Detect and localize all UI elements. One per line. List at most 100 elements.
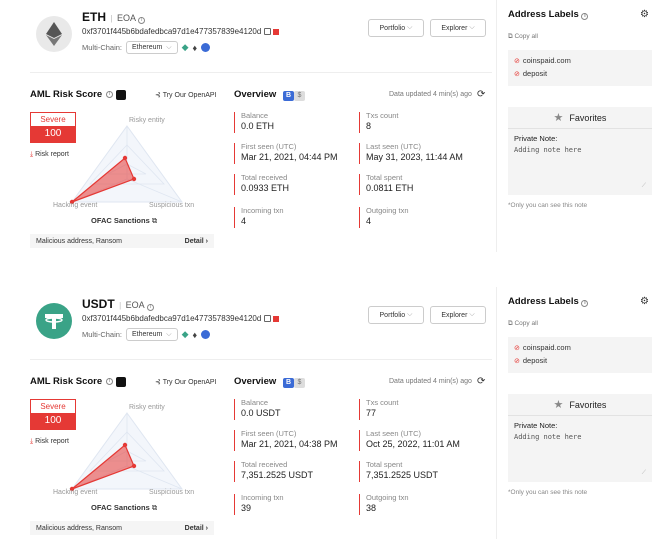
download-icon: ⤓ bbox=[30, 438, 34, 445]
chain-select[interactable]: Ethereum ⌵ bbox=[126, 328, 178, 341]
radar-point-hacking bbox=[70, 486, 75, 492]
detail-link[interactable]: Detail › bbox=[184, 524, 208, 532]
copy-icon[interactable] bbox=[263, 315, 271, 323]
address-panel: ETH | EOA i 0xf3701f445b6bdafedbca97d1e4… bbox=[0, 0, 659, 262]
copy-all-button[interactable]: ⧉ Copy all bbox=[508, 33, 538, 41]
info-icon[interactable]: i bbox=[146, 304, 154, 311]
stat-balance: Balance 0.0 ETH bbox=[234, 111, 274, 133]
malicious-bar[interactable]: Malicious address, Ransom Detail › bbox=[30, 234, 214, 248]
ofac-label: OFAC Sanctions bbox=[91, 216, 150, 225]
copy-all-button[interactable]: ⧉ Copy all bbox=[508, 320, 538, 328]
stat-value: 38 bbox=[366, 503, 377, 513]
private-note-input[interactable]: Adding note here bbox=[514, 433, 582, 441]
stat-label: Outgoing txn bbox=[366, 493, 409, 502]
favorites-button[interactable]: ★ Favorites bbox=[508, 394, 652, 416]
radar-risk-area bbox=[71, 157, 135, 203]
info-icon[interactable]: i bbox=[106, 91, 113, 98]
ofac-sanctions-link[interactable]: OFAC Sanctions ⧉ bbox=[91, 216, 157, 226]
openapi-icon: ⊰ bbox=[155, 92, 161, 99]
radar-label-suspicious: Suspicious txn bbox=[149, 489, 195, 496]
star-icon: ★ bbox=[553, 112, 564, 124]
info-icon[interactable]: i bbox=[106, 378, 113, 385]
label-item[interactable]: ⊘ deposit bbox=[514, 354, 646, 367]
openapi-link[interactable]: ⊰ Try Our OpenAPI bbox=[155, 91, 217, 99]
resize-handle-icon[interactable]: ⟋ bbox=[641, 470, 646, 476]
explorer-button-label: Explorer bbox=[441, 24, 468, 32]
label-item[interactable]: ⊘ coinspaid.com bbox=[514, 54, 646, 67]
chain-select[interactable]: Ethereum ⌵ bbox=[126, 41, 178, 54]
favorites-button[interactable]: ★ Favorites bbox=[508, 107, 652, 129]
chevron-down-icon: ⌵ bbox=[166, 330, 172, 338]
stat-value: 39 bbox=[241, 503, 252, 513]
info-icon[interactable]: i bbox=[138, 17, 146, 24]
favorites-label: Favorites bbox=[569, 399, 607, 410]
radar-label-hacking: Hacking event bbox=[53, 202, 98, 209]
explorer-button[interactable]: Explorer ⌵ bbox=[430, 306, 486, 324]
stat-total-spent: Total spent 0.0811 ETH bbox=[359, 173, 413, 195]
column-divider bbox=[496, 0, 497, 252]
settings-icon[interactable]: ⚙ bbox=[640, 9, 649, 20]
risk-radar-chart bbox=[70, 412, 183, 492]
gem-icon[interactable]: ◆ bbox=[181, 42, 189, 52]
divider bbox=[30, 72, 492, 73]
chevron-down-icon: ⌵ bbox=[166, 43, 172, 51]
stat-value: 8 bbox=[366, 121, 372, 131]
btc-unit-toggle[interactable]: B bbox=[283, 378, 294, 388]
settings-icon[interactable]: ⚙ bbox=[640, 296, 649, 307]
address-labels-title-text: Address Labels bbox=[508, 9, 579, 20]
gem-icon[interactable]: ◆ bbox=[181, 329, 189, 339]
updated-text: Data updated 4 min(s) ago bbox=[389, 91, 472, 98]
ofac-label: OFAC Sanctions bbox=[91, 503, 150, 512]
stat-label: Outgoing txn bbox=[366, 206, 409, 215]
radar-label-suspicious: Suspicious txn bbox=[149, 202, 195, 209]
address-labels-title: Address Labels i bbox=[508, 296, 589, 307]
ai-icon[interactable] bbox=[116, 377, 126, 387]
resize-handle-icon[interactable]: ⟋ bbox=[641, 183, 646, 189]
btc-unit-toggle[interactable]: B bbox=[283, 91, 294, 101]
eth-icon[interactable]: ♦ bbox=[192, 329, 198, 340]
usd-unit-toggle[interactable]: $ bbox=[294, 378, 305, 388]
risk-report-link[interactable]: ⤓ Risk report bbox=[30, 438, 69, 446]
stat-label: Total received bbox=[241, 173, 288, 182]
info-icon[interactable]: i bbox=[581, 300, 589, 307]
ofac-sanctions-link[interactable]: OFAC Sanctions ⧉ bbox=[91, 503, 157, 513]
tag-icon: ⊘ bbox=[514, 358, 520, 365]
info-icon[interactable]: i bbox=[581, 13, 589, 20]
stat-txs-count: Txs count 8 bbox=[359, 111, 399, 133]
globe-icon[interactable] bbox=[201, 43, 211, 52]
only-you-note: *Only you can see this note bbox=[508, 489, 588, 496]
stat-value: Mar 21, 2021, 04:44 PM bbox=[241, 152, 338, 162]
tag-icon: ⊘ bbox=[514, 58, 520, 65]
explorer-button[interactable]: Explorer ⌵ bbox=[430, 19, 486, 37]
stat-value: 0.0 USDT bbox=[241, 408, 281, 418]
star-icon: ★ bbox=[553, 399, 564, 411]
ai-icon[interactable] bbox=[116, 90, 126, 100]
portfolio-button-label: Portfolio bbox=[379, 24, 406, 32]
detail-link[interactable]: Detail › bbox=[184, 237, 208, 245]
usd-unit-toggle[interactable]: $ bbox=[294, 91, 305, 101]
private-note-input[interactable]: Adding note here bbox=[514, 146, 582, 154]
aml-title: AML Risk Score bbox=[30, 89, 103, 100]
stat-label: Txs count bbox=[366, 111, 399, 120]
label-item[interactable]: ⊘ deposit bbox=[514, 67, 646, 80]
overview-title: Overview bbox=[234, 89, 277, 100]
portfolio-button[interactable]: Portfolio ⌵ bbox=[368, 306, 424, 324]
private-note-label: Private Note: bbox=[514, 134, 558, 143]
portfolio-button[interactable]: Portfolio ⌵ bbox=[368, 19, 424, 37]
radar-point-risky bbox=[122, 155, 128, 161]
refresh-icon[interactable]: ⟳ bbox=[477, 89, 486, 100]
severity-label: Severe bbox=[40, 402, 66, 411]
globe-icon[interactable] bbox=[201, 330, 211, 339]
label-item[interactable]: ⊘ coinspaid.com bbox=[514, 341, 646, 354]
refresh-icon[interactable]: ⟳ bbox=[477, 376, 486, 387]
radar-point-suspicious bbox=[131, 463, 137, 469]
malicious-bar[interactable]: Malicious address, Ransom Detail › bbox=[30, 521, 214, 535]
stat-first-seen: First seen (UTC) Mar 21, 2021, 04:38 PM bbox=[234, 429, 338, 451]
stat-balance: Balance 0.0 USDT bbox=[234, 398, 281, 420]
eth-icon[interactable]: ♦ bbox=[192, 42, 198, 53]
copy-icon[interactable] bbox=[263, 28, 271, 36]
flag-icon bbox=[272, 28, 279, 35]
risk-report-label: Risk report bbox=[35, 438, 69, 445]
openapi-link[interactable]: ⊰ Try Our OpenAPI bbox=[155, 378, 217, 386]
risk-report-link[interactable]: ⤓ Risk report bbox=[30, 151, 69, 159]
